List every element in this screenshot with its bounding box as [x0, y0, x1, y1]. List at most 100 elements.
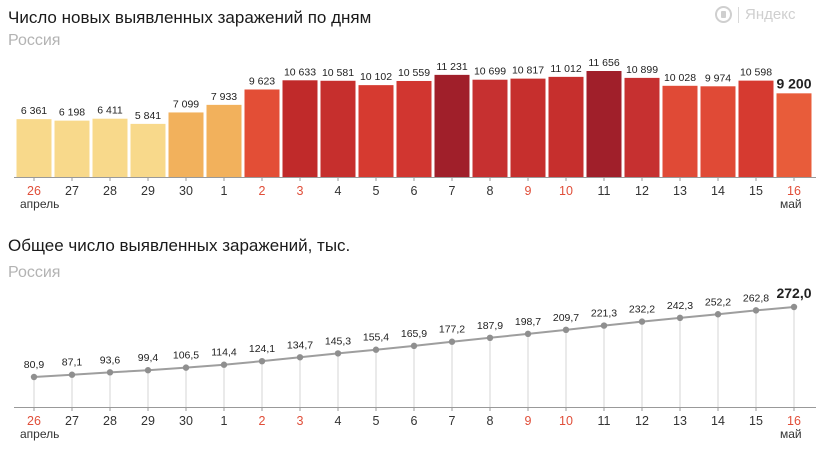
bar-value-label: 9 200 [776, 75, 811, 91]
point-value-label: 155,4 [363, 332, 389, 344]
bar [358, 85, 394, 177]
x-tick-label: 2 [259, 184, 266, 198]
x-tick-label: 9 [525, 184, 532, 198]
x-tick-label: 16 [787, 184, 801, 198]
bar [206, 104, 242, 177]
daily-chart-title: Число новых выявленных заражений по дням [8, 8, 372, 27]
line-point [638, 318, 646, 325]
x-tick-label: 30 [179, 414, 193, 428]
line-point [182, 364, 190, 371]
bar-value-label: 5 841 [135, 110, 161, 122]
line-point [334, 350, 342, 357]
line-point [790, 303, 798, 311]
x-tick-label: 9 [525, 414, 532, 428]
line-point [676, 314, 684, 322]
x-tick-label: 2 [259, 414, 266, 428]
x-tick-label: 28 [103, 184, 117, 198]
bar [700, 86, 736, 177]
bar [92, 118, 128, 177]
bar [54, 120, 90, 177]
line-point [220, 361, 228, 368]
x-tick-label: 4 [335, 184, 342, 198]
bar-value-label: 6 361 [21, 105, 47, 117]
point-value-label: 145,3 [325, 335, 351, 347]
x-tick-label: 5 [373, 414, 380, 428]
bar-value-label: 11 656 [588, 57, 619, 69]
x-tick-label: 7 [449, 184, 456, 198]
bar [624, 77, 660, 177]
x-tick-label: 27 [65, 414, 79, 428]
bar-value-label: 10 817 [512, 65, 544, 77]
bar [282, 80, 318, 177]
point-value-label: 262,8 [743, 292, 769, 304]
bar-value-label: 10 581 [322, 67, 354, 79]
bar-value-label: 9 623 [249, 75, 275, 87]
bar [510, 78, 546, 177]
point-value-label: 80,9 [24, 359, 45, 371]
x-tick-label: 8 [487, 184, 494, 198]
bar [776, 93, 812, 177]
point-value-label: 242,3 [667, 300, 693, 312]
x-tick-label: 28 [103, 414, 117, 428]
x-tick-label: 11 [598, 414, 611, 428]
bar-value-label: 10 028 [664, 72, 696, 84]
x-tick-label: 12 [635, 414, 649, 428]
bar-value-label: 10 102 [360, 71, 392, 83]
month-label-april: апрель [20, 197, 59, 211]
bar-value-label: 6 411 [97, 105, 123, 117]
x-tick-label: 11 [598, 184, 611, 198]
line-point [562, 326, 570, 334]
point-value-label: 87,1 [62, 357, 83, 369]
x-tick-label: 15 [749, 414, 763, 428]
bar-value-label: 7 933 [211, 91, 237, 103]
bar-value-label: 10 598 [740, 67, 772, 79]
total-chart-title: Общее число выявленных заражений, тыс. [8, 236, 351, 255]
bar [320, 80, 356, 177]
bar-value-label: 10 559 [398, 67, 430, 79]
line-point [296, 354, 304, 361]
yandex-logo-text: Яндекс [745, 6, 796, 23]
point-value-label: 187,9 [477, 320, 503, 332]
line-point [524, 330, 532, 338]
bar [168, 112, 204, 177]
line-point [486, 334, 494, 342]
x-tick-label: 7 [449, 414, 456, 428]
bar-value-label: 10 899 [626, 64, 658, 76]
point-value-label: 99,4 [138, 352, 159, 364]
daily-cases-bar-chart: 6 361 26 6 1 9 8 2 7 6 411 28 5 841 29 7 099 30 7 933… [14, 57, 816, 211]
yandex-circle-icon [715, 6, 732, 23]
x-tick-label: 30 [179, 184, 193, 198]
point-value-label: 232,2 [629, 304, 655, 316]
x-tick-label: 8 [487, 414, 494, 428]
yandex-logo: Яндекс [715, 6, 795, 23]
month-label-may: май [780, 427, 802, 441]
bar [130, 123, 166, 177]
x-tick-label: 12 [635, 184, 649, 198]
bar-value-label: 7 099 [173, 98, 199, 110]
point-value-label: 272,0 [776, 285, 811, 301]
x-tick-label: 14 [711, 414, 725, 428]
point-value-label: 221,3 [591, 308, 617, 320]
line-point [144, 367, 152, 374]
x-tick-label: 29 [141, 184, 155, 198]
line-point [714, 311, 722, 318]
x-tick-label: 3 [297, 184, 304, 198]
bar [586, 71, 622, 177]
x-tick-label: 6 [411, 184, 418, 198]
month-label-may: май [780, 197, 802, 211]
bar-value-label: 11 231 [436, 61, 467, 73]
line-point [600, 322, 608, 329]
bar-value-label: 10 699 [474, 66, 506, 78]
line-point [448, 338, 456, 345]
point-value-label: 114,4 [211, 347, 237, 359]
bar [16, 119, 52, 177]
x-tick-label: 26 [27, 184, 41, 198]
line-point [30, 373, 38, 381]
x-tick-label: 14 [711, 184, 725, 198]
x-tick-label: 13 [673, 184, 687, 198]
bar-value-label: 9 974 [705, 72, 731, 84]
total-chart-subtitle: Россия [8, 264, 61, 281]
x-tick-label: 1 [221, 184, 228, 198]
line-point [68, 371, 76, 378]
point-value-label: 165,9 [401, 328, 427, 340]
